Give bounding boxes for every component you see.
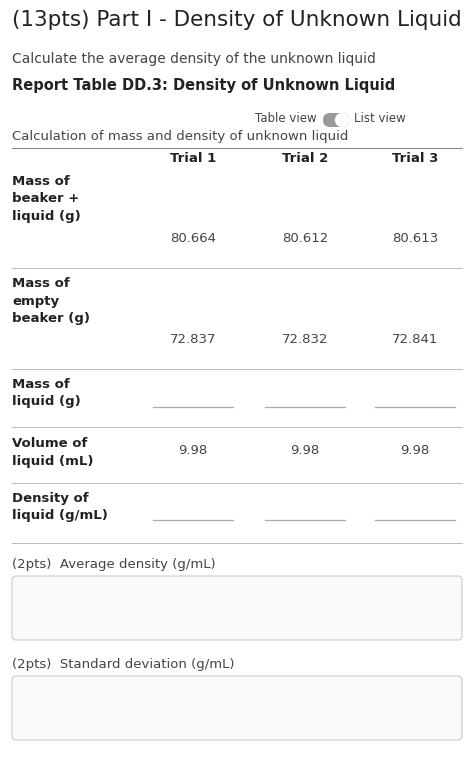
Text: Trial 1: Trial 1 bbox=[170, 152, 216, 165]
Text: Table view: Table view bbox=[255, 112, 317, 125]
Text: 80.613: 80.613 bbox=[392, 232, 438, 245]
Text: 72.837: 72.837 bbox=[170, 333, 216, 346]
Text: Mass of
empty
beaker (g): Mass of empty beaker (g) bbox=[12, 277, 90, 325]
Text: 9.98: 9.98 bbox=[291, 444, 319, 457]
Text: 9.98: 9.98 bbox=[401, 444, 429, 457]
Text: Mass of
beaker +
liquid (g): Mass of beaker + liquid (g) bbox=[12, 175, 81, 223]
Text: Report Table DD.3: Density of Unknown Liquid: Report Table DD.3: Density of Unknown Li… bbox=[12, 78, 395, 93]
FancyBboxPatch shape bbox=[12, 576, 462, 640]
FancyBboxPatch shape bbox=[323, 113, 349, 127]
Text: (2pts)  Average density (g/mL): (2pts) Average density (g/mL) bbox=[12, 558, 216, 571]
Text: (2pts)  Standard deviation (g/mL): (2pts) Standard deviation (g/mL) bbox=[12, 658, 235, 671]
Text: Trial 3: Trial 3 bbox=[392, 152, 438, 165]
Text: 80.612: 80.612 bbox=[282, 232, 328, 245]
Text: 9.98: 9.98 bbox=[178, 444, 208, 457]
Text: (13pts) Part I - Density of Unknown Liquid: (13pts) Part I - Density of Unknown Liqu… bbox=[12, 10, 462, 30]
Text: 80.664: 80.664 bbox=[170, 232, 216, 245]
Text: Density of
liquid (g/mL): Density of liquid (g/mL) bbox=[12, 492, 108, 523]
Text: Calculation of mass and density of unknown liquid: Calculation of mass and density of unkno… bbox=[12, 130, 348, 143]
Circle shape bbox=[336, 114, 348, 127]
Text: Volume of
liquid (mL): Volume of liquid (mL) bbox=[12, 437, 93, 468]
Text: 72.841: 72.841 bbox=[392, 333, 438, 346]
FancyBboxPatch shape bbox=[12, 676, 462, 740]
Text: 72.832: 72.832 bbox=[282, 333, 328, 346]
Text: Mass of
liquid (g): Mass of liquid (g) bbox=[12, 378, 81, 408]
Text: Calculate the average density of the unknown liquid: Calculate the average density of the unk… bbox=[12, 52, 376, 66]
Text: Trial 2: Trial 2 bbox=[282, 152, 328, 165]
Text: List view: List view bbox=[354, 112, 406, 125]
